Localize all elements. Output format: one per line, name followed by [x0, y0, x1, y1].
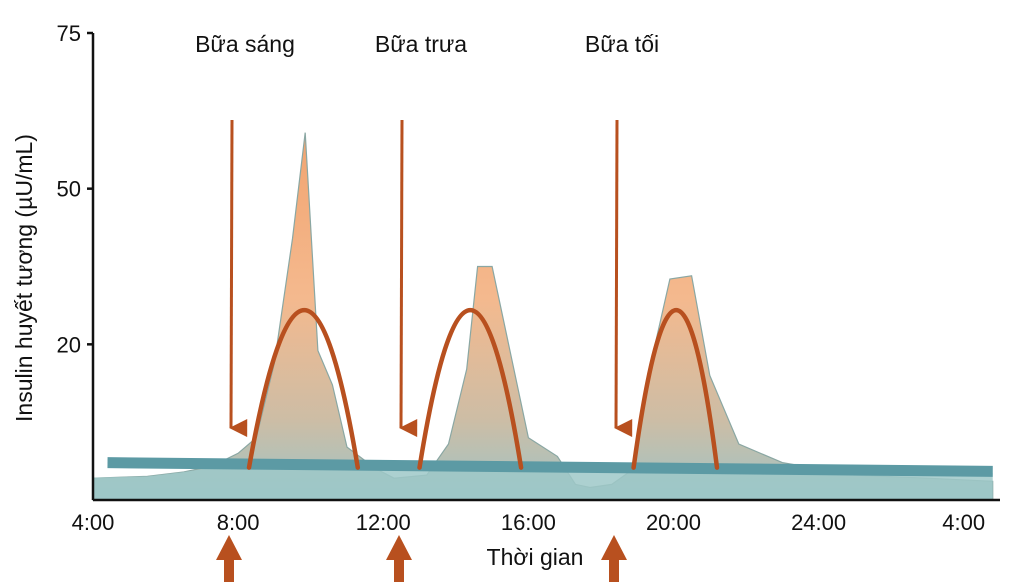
y-tick-label: 50 — [57, 177, 81, 202]
meal-label-3: Bữa tối — [585, 31, 659, 57]
meal-time-arrows — [216, 535, 627, 582]
x-tick-label: 12:00 — [356, 510, 411, 535]
meal-labels: Bữa sáng Bữa trưa Bữa tối — [195, 31, 659, 57]
x-axis-ticks: 4:00 8:00 12:00 16:00 20:00 24:00 4:00 — [72, 510, 986, 535]
x-tick-label: 4:00 — [942, 510, 985, 535]
x-tick-label: 20:00 — [646, 510, 701, 535]
rapid-insulin-curve-2 — [417, 307, 524, 470]
meal-label-2: Bữa trưa — [375, 31, 467, 57]
y-tick-label: 20 — [57, 332, 81, 357]
meal-time-up-arrow-3 — [601, 535, 627, 582]
meal-time-up-arrow-1 — [216, 535, 242, 582]
rapid-insulin-curve-1 — [246, 307, 361, 470]
plot-area — [92, 119, 994, 501]
basal-insulin-line — [107, 457, 993, 477]
meal-arrow-2 — [399, 119, 418, 438]
y-tick-label: 75 — [57, 21, 81, 46]
x-axis-title: Thời gian — [487, 544, 584, 570]
x-tick-label: 24:00 — [791, 510, 846, 535]
meal-label-1: Bữa sáng — [195, 31, 295, 57]
x-tick-label: 16:00 — [501, 510, 556, 535]
physiologic-insulin-area — [92, 132, 994, 501]
y-axis-ticks: 75 50 20 — [57, 21, 93, 357]
meal-time-up-arrow-2 — [386, 535, 412, 582]
meal-arrow-1 — [229, 119, 248, 438]
basal-insulin-area — [93, 467, 993, 500]
x-tick-label: 8:00 — [217, 510, 260, 535]
x-tick-label: 4:00 — [72, 510, 115, 535]
y-axis-title: Insulin huyết tương (µU/mL) — [11, 134, 37, 422]
meal-arrow-3 — [614, 119, 633, 438]
rapid-insulin-curve-3 — [631, 307, 720, 470]
